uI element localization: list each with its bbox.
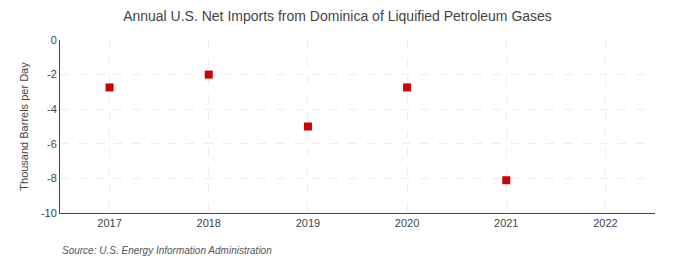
svg-text:-8: -8 — [47, 172, 57, 184]
svg-text:Thousand Barrels per Day: Thousand Barrels per Day — [18, 62, 30, 191]
svg-text:Annual U.S. Net Imports from D: Annual U.S. Net Imports from Dominica of… — [123, 8, 552, 24]
svg-text:-6: -6 — [47, 138, 57, 150]
svg-text:2017: 2017 — [97, 217, 121, 229]
svg-text:2022: 2022 — [593, 217, 617, 229]
svg-text:-2: -2 — [47, 68, 57, 80]
svg-text:0: 0 — [51, 34, 57, 46]
svg-text:-4: -4 — [47, 103, 57, 115]
svg-text:2020: 2020 — [395, 217, 419, 229]
svg-text:2019: 2019 — [296, 217, 320, 229]
svg-text:Source: U.S. Energy Informatio: Source: U.S. Energy Information Administ… — [62, 245, 272, 256]
svg-text:2021: 2021 — [494, 217, 518, 229]
svg-text:-10: -10 — [41, 207, 57, 219]
svg-text:2018: 2018 — [197, 217, 221, 229]
